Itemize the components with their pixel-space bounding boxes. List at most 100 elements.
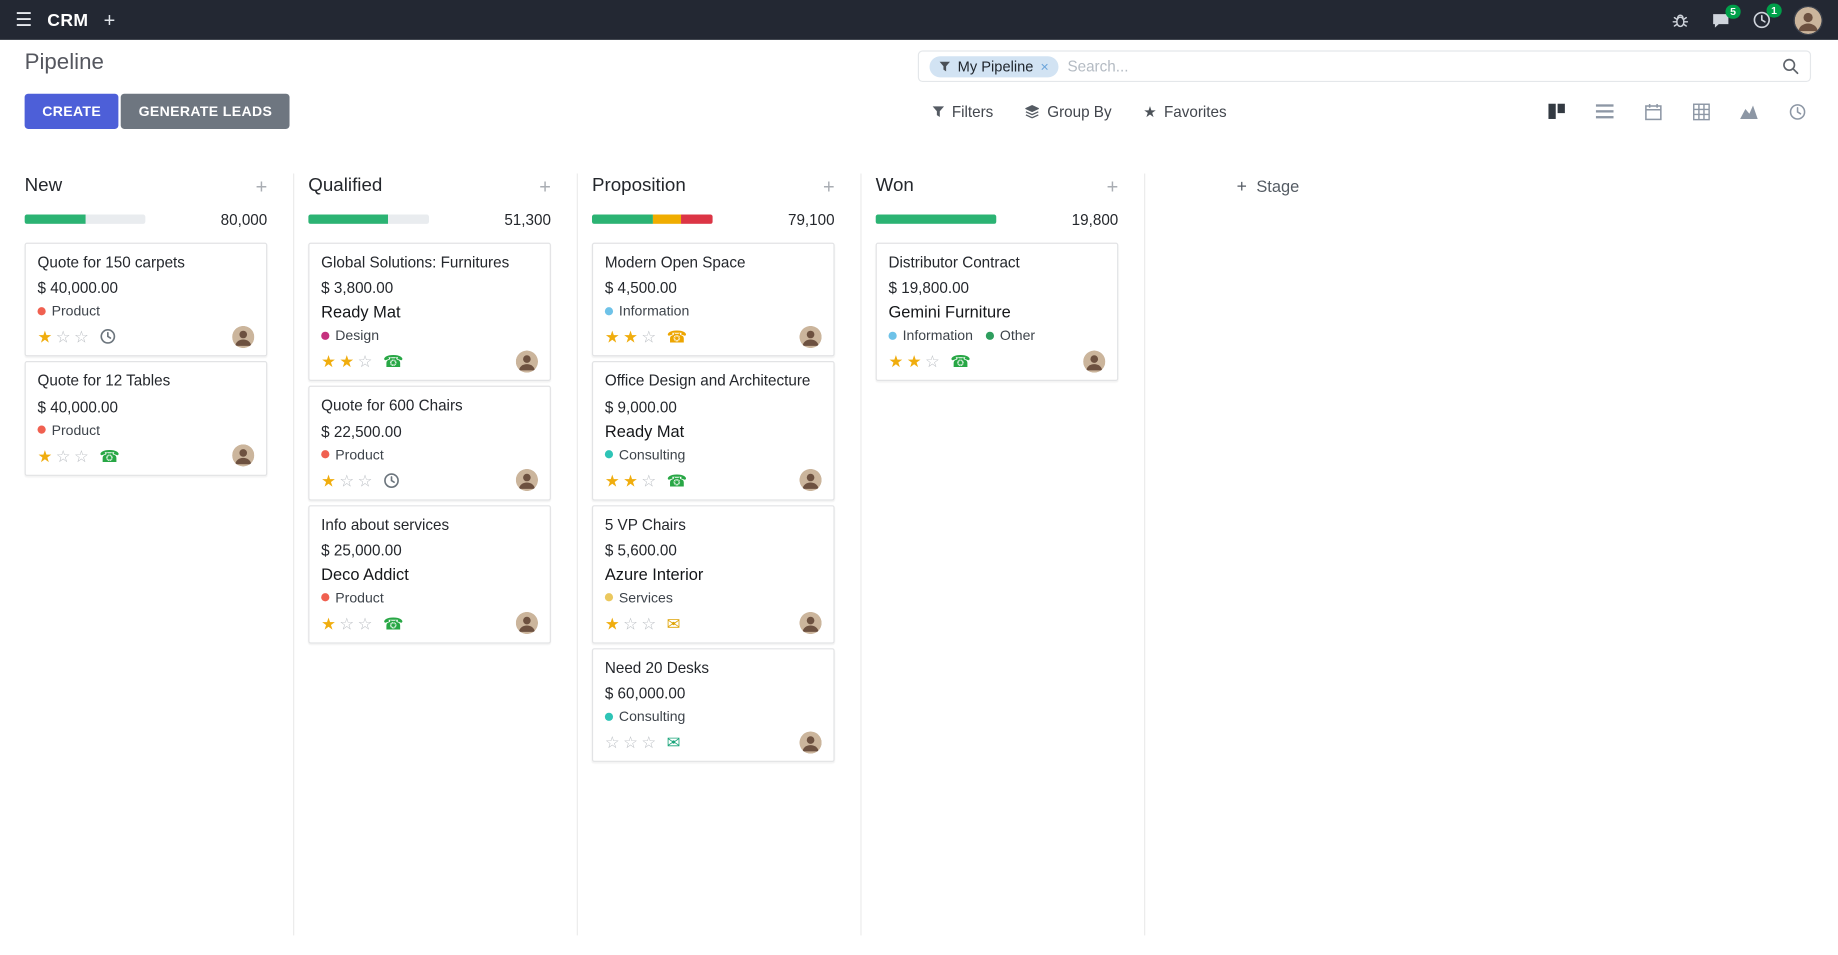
priority-star[interactable]: ★	[37, 446, 53, 465]
priority-star[interactable]: ☆	[641, 327, 657, 347]
column-progressbar[interactable]	[24, 214, 146, 224]
generate-leads-button[interactable]: GENERATE LEADS	[121, 93, 290, 129]
priority-star[interactable]: ★	[604, 613, 620, 633]
phone-activity-icon[interactable]: ☎	[382, 613, 404, 633]
priority-star[interactable]: ☆	[604, 732, 620, 752]
column-add-button[interactable]: +	[1106, 175, 1119, 198]
column-add-button[interactable]: +	[255, 175, 268, 198]
salesperson-avatar[interactable]	[515, 350, 539, 373]
kanban-view-button[interactable]	[1541, 96, 1571, 126]
salesperson-avatar[interactable]	[515, 612, 539, 635]
priority-star[interactable]: ★	[37, 327, 53, 347]
create-button[interactable]: CREATE	[24, 93, 119, 129]
tag: Consulting	[604, 446, 685, 462]
priority-star[interactable]: ★	[321, 470, 336, 490]
kanban-card[interactable]: Info about services $ 25,000.00 Deco Add…	[308, 504, 551, 644]
tag-label: Services	[618, 589, 673, 606]
progress-segment[interactable]	[681, 214, 713, 224]
kanban-card[interactable]: Distributor Contract $ 19,800.00 Gemini …	[875, 242, 1119, 382]
progress-segment[interactable]	[875, 214, 997, 224]
kanban-card[interactable]: 5 VP Chairs $ 5,600.00 Azure Interior Se…	[591, 504, 835, 644]
debug-bug-icon[interactable]	[1672, 11, 1690, 29]
column-add-button[interactable]: +	[539, 175, 551, 198]
progress-segment[interactable]	[308, 214, 388, 224]
salesperson-avatar[interactable]	[799, 730, 822, 754]
envelope-activity-icon[interactable]: ✉	[666, 732, 681, 752]
salesperson-avatar[interactable]	[232, 444, 255, 467]
priority-star[interactable]: ☆	[623, 732, 638, 752]
filters-menu[interactable]: Filters	[932, 103, 993, 120]
clock-activity-icon[interactable]	[99, 329, 115, 345]
facet-remove-icon[interactable]: ×	[1040, 58, 1049, 75]
add-stage-button[interactable]: + Stage	[1237, 177, 1300, 196]
kanban-card[interactable]: Quote for 600 Chairs $ 22,500.00 Product…	[308, 385, 551, 500]
kanban-card[interactable]: Office Design and Architecture $ 9,000.0…	[591, 361, 835, 500]
priority-star[interactable]: ★	[321, 351, 336, 371]
apps-menu-icon[interactable]: ☰	[15, 10, 33, 31]
graph-view-button[interactable]	[1734, 96, 1764, 126]
priority-star[interactable]: ☆	[357, 613, 373, 633]
clock-activity-icon[interactable]	[383, 472, 399, 488]
priority-star[interactable]: ★	[623, 470, 638, 490]
search-facet[interactable]: My Pipeline ×	[929, 55, 1059, 77]
kanban-card[interactable]: Quote for 150 carpets $ 40,000.00 Produc…	[24, 242, 268, 357]
priority-star[interactable]: ☆	[641, 613, 657, 633]
priority-star[interactable]: ★	[604, 327, 620, 347]
priority-star[interactable]: ☆	[339, 613, 355, 633]
priority-star[interactable]: ★	[888, 351, 904, 371]
messages-icon[interactable]: 5	[1711, 4, 1741, 29]
kanban-card[interactable]: Modern Open Space $ 4,500.00 Information…	[591, 242, 835, 357]
search-bar[interactable]: My Pipeline ×	[917, 50, 1812, 83]
priority-star[interactable]: ☆	[55, 446, 71, 465]
progress-segment[interactable]	[652, 214, 682, 224]
search-magnifier-icon[interactable]	[1782, 57, 1800, 75]
priority-star[interactable]: ☆	[339, 470, 355, 490]
calendar-view-button[interactable]	[1638, 96, 1668, 126]
envelope-activity-icon[interactable]: ✉	[666, 613, 681, 633]
priority-star[interactable]: ☆	[55, 327, 71, 347]
progress-segment[interactable]	[24, 214, 85, 224]
salesperson-avatar[interactable]	[1083, 350, 1106, 373]
priority-star[interactable]: ☆	[925, 351, 940, 371]
search-input[interactable]	[1058, 57, 1782, 76]
salesperson-avatar[interactable]	[515, 468, 539, 492]
kanban-card[interactable]: Need 20 Desks $ 60,000.00 Consulting ☆ ☆ ☆…	[591, 647, 835, 762]
kanban-card[interactable]: Global Solutions: Furnitures $ 3,800.00 …	[308, 242, 551, 382]
column-progressbar[interactable]	[308, 214, 430, 224]
navbar-plus-icon[interactable]: +	[103, 8, 116, 32]
column-progressbar[interactable]	[591, 214, 713, 224]
app-name[interactable]: CRM	[47, 9, 89, 30]
kanban-card[interactable]: Quote for 12 Tables $ 40,000.00 Product …	[24, 361, 268, 476]
priority-star[interactable]: ☆	[623, 613, 638, 633]
priority-star[interactable]: ★	[339, 351, 355, 371]
priority-star[interactable]: ☆	[641, 470, 657, 490]
pivot-view-button[interactable]	[1686, 96, 1716, 126]
priority-star[interactable]: ☆	[641, 732, 657, 752]
priority-star[interactable]: ☆	[357, 351, 373, 371]
priority-star[interactable]: ★	[906, 351, 922, 371]
phone-activity-icon[interactable]: ☎	[99, 446, 120, 465]
phone-activity-icon[interactable]: ☎	[382, 351, 404, 371]
phone-activity-icon[interactable]: ☎	[666, 470, 688, 490]
favorites-menu[interactable]: ★ Favorites	[1143, 103, 1226, 121]
phone-activity-icon[interactable]: ☎	[666, 327, 688, 347]
column-progressbar[interactable]	[875, 214, 997, 224]
group-by-menu[interactable]: Group By	[1025, 103, 1112, 120]
priority-star[interactable]: ★	[623, 327, 638, 347]
priority-star[interactable]: ☆	[357, 470, 373, 490]
salesperson-avatar[interactable]	[799, 612, 822, 635]
activity-view-button[interactable]	[1782, 96, 1812, 126]
priority-star[interactable]: ★	[604, 470, 620, 490]
column-add-button[interactable]: +	[822, 175, 835, 198]
list-view-button[interactable]	[1589, 96, 1619, 126]
user-avatar[interactable]	[1793, 5, 1823, 35]
salesperson-avatar[interactable]	[799, 325, 822, 348]
priority-star[interactable]: ★	[321, 613, 336, 633]
salesperson-avatar[interactable]	[232, 325, 255, 348]
activities-clock-icon[interactable]: 1	[1752, 3, 1782, 30]
phone-activity-icon[interactable]: ☎	[950, 351, 971, 371]
salesperson-avatar[interactable]	[799, 468, 822, 492]
progress-segment[interactable]	[591, 214, 653, 224]
priority-star[interactable]: ☆	[73, 327, 89, 347]
priority-star[interactable]: ☆	[73, 446, 89, 465]
